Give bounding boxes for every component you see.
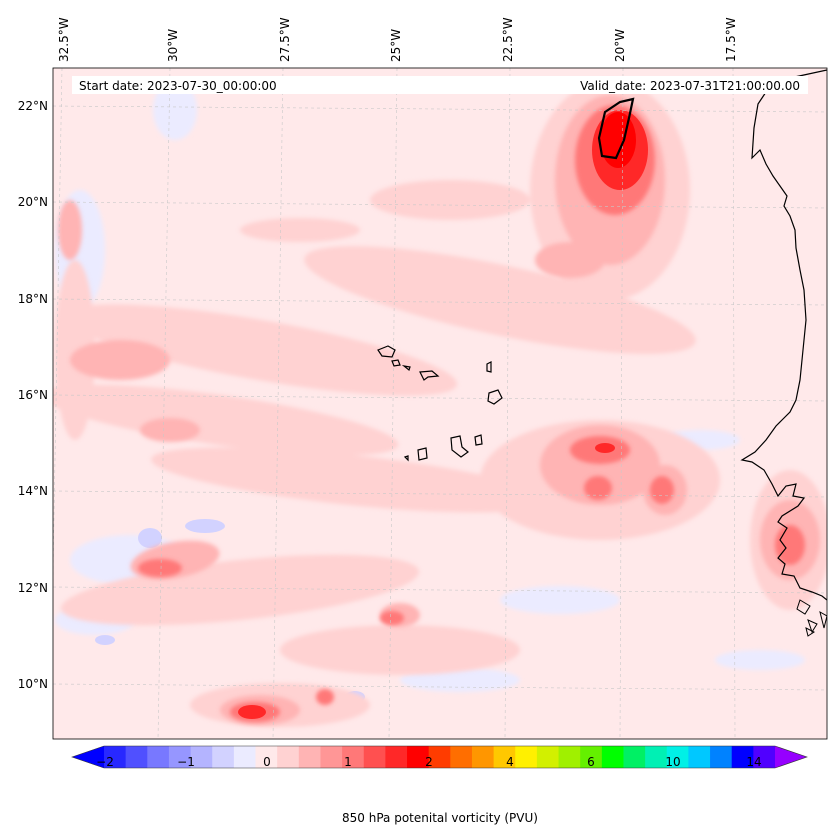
islands-outline — [377, 345, 503, 462]
lon-label: 22.5°W — [501, 17, 515, 62]
colorbar-segment — [688, 746, 711, 768]
colorbar-tick-label: −1 — [177, 755, 195, 769]
colorbar-segment — [233, 746, 257, 768]
colorbar-segment — [298, 746, 321, 768]
lat-label: 14°N — [18, 484, 48, 498]
lon-label: 30°W — [166, 29, 180, 62]
longitude-labels: 32.5°W 30°W 27.5°W 25°W 22.5°W 20°W 17.5… — [57, 17, 738, 62]
colorbar-segment — [320, 746, 343, 768]
colorbar-arrow-right — [775, 746, 807, 768]
colorbar-tick-label: 2 — [425, 755, 433, 769]
lon-label: 32.5°W — [57, 17, 71, 62]
header-strip — [72, 76, 808, 94]
lon-label: 17.5°W — [724, 17, 738, 62]
colorbar-segment — [104, 746, 127, 768]
lat-label: 22°N — [18, 99, 48, 113]
colorbar-title: 850 hPa potenital vorticity (PVU) — [342, 811, 538, 825]
colorbar-tick-label: 6 — [587, 755, 595, 769]
colorbar-segment — [666, 746, 689, 768]
colorbar-segment — [623, 746, 646, 768]
colorbar-segment — [342, 746, 365, 768]
latitude-labels: 22°N 20°N 18°N 16°N 14°N 12°N 10°N — [18, 99, 48, 691]
colorbar-segment — [515, 746, 538, 768]
lat-label: 18°N — [18, 292, 48, 306]
colorbar-segment — [385, 746, 408, 768]
colorbar-tick-label: −2 — [96, 755, 114, 769]
lat-label: 10°N — [18, 677, 48, 691]
colorbar-tick-label: 1 — [344, 755, 352, 769]
colorbar-outline — [71, 745, 808, 769]
colorbar-segment — [601, 746, 624, 768]
colorbar-segment — [710, 746, 733, 768]
colorbar-tick-label: 14 — [746, 755, 761, 769]
colorbar-segment — [558, 746, 581, 768]
colorbar-segment — [277, 746, 300, 768]
colorbar-segment — [753, 746, 776, 768]
colorbar — [71, 745, 808, 769]
bissagos-islands — [796, 599, 827, 637]
lon-label: 25°W — [389, 29, 403, 62]
lat-label: 16°N — [18, 388, 48, 402]
colorbar-segment — [731, 746, 754, 768]
lon-label: 27.5°W — [278, 17, 292, 62]
colorbar-segment — [645, 746, 668, 768]
gridlines — [53, 68, 827, 739]
lon-label: 20°W — [613, 29, 627, 62]
pv-field — [53, 68, 827, 739]
colorbar-segment — [125, 746, 148, 768]
pv-contour-outline — [597, 97, 635, 160]
colorbar-segment — [363, 746, 386, 768]
start-date-label: Start date: 2023-07-30_00:00:00 — [79, 79, 277, 93]
colorbar-segment — [147, 746, 170, 768]
colorbar-tick-label: 4 — [506, 755, 514, 769]
colorbar-segment — [190, 746, 213, 768]
colorbar-tick-label: 10 — [665, 755, 680, 769]
lat-label: 12°N — [18, 581, 48, 595]
colorbar-arrow-left — [72, 746, 104, 768]
colorbar-segment — [580, 746, 603, 768]
map-frame — [52, 67, 828, 740]
coastline — [740, 69, 827, 601]
colorbar-tick-label: 0 — [263, 755, 271, 769]
lat-label: 20°N — [18, 195, 48, 209]
colorbar-segment — [428, 746, 451, 768]
colorbar-segment — [168, 746, 192, 768]
colorbar-segment — [536, 746, 560, 768]
colorbar-segment — [493, 746, 516, 768]
colorbar-segment — [255, 746, 278, 768]
colorbar-ticks: −2 −1 0 1 2 4 6 10 14 — [96, 755, 761, 769]
colorbar-segment — [407, 746, 430, 768]
valid-date-label: Valid_date: 2023-07-31T21:00:00.00 — [580, 79, 800, 93]
colorbar-segment — [212, 746, 235, 768]
colorbar-segment — [471, 746, 495, 768]
colorbar-segment — [450, 746, 473, 768]
